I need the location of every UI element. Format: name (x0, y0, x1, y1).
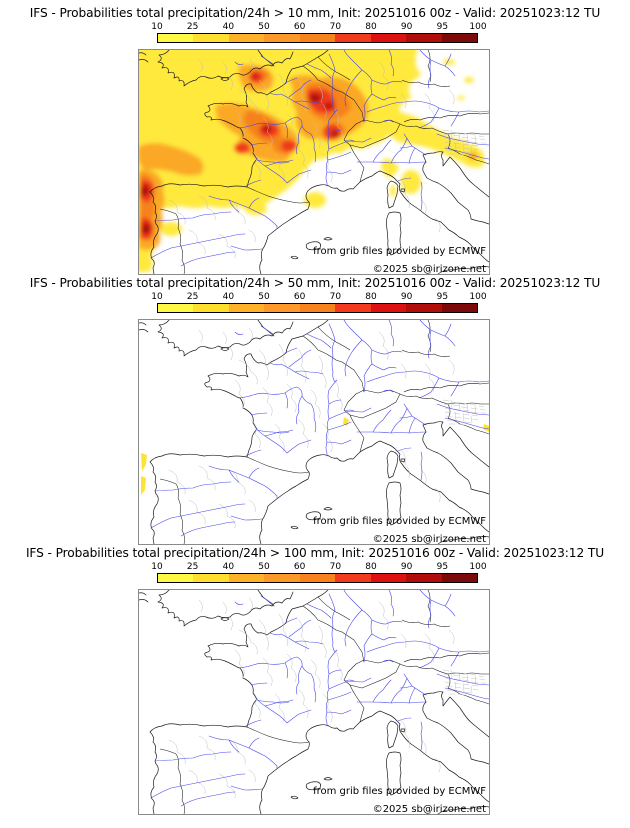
attribution-copyright: ©2025 sb@irizone.net (373, 264, 486, 274)
colorbar-segment (406, 304, 442, 312)
colorbar-ticks: 10 25 40 50 60 70 80 90 95 100 (151, 21, 486, 32)
colorbar-tick-label: 40 (222, 292, 235, 302)
colorbar-ticks: 10 25 40 50 60 70 80 90 95 100 (151, 291, 486, 302)
colorbar-tick-label: 10 (151, 292, 163, 302)
colorbar-segment (370, 304, 407, 312)
colorbar: 10 25 40 50 60 70 80 90 95 100 (151, 292, 487, 313)
map-canvas: from grib files provided by ECMWF ©2025 … (139, 320, 489, 544)
colorbar-tick-label: 100 (469, 292, 487, 302)
colorbar-bar (157, 33, 478, 43)
colorbar-segment (264, 304, 300, 312)
panel-precip-50mm: IFS - Probabilities total precipitation/… (0, 270, 630, 545)
panel-precip-10mm: IFS - Probabilities total precipitation/… (0, 0, 630, 275)
colorbar-tick-label: 70 (329, 562, 342, 572)
colorbar-tick-label: 60 (293, 292, 306, 302)
colorbar-segment (441, 304, 477, 312)
colorbar-tick-label: 70 (329, 292, 342, 302)
colorbar-tick-label: 50 (258, 562, 270, 572)
attribution-ecmwf: from grib files provided by ECMWF (313, 786, 486, 797)
attribution-ecmwf: from grib files provided by ECMWF (313, 246, 486, 257)
colorbar: 10 25 40 50 60 70 80 90 95 100 (151, 562, 487, 583)
basemap (139, 320, 489, 544)
colorbar: 10 25 40 50 60 70 80 90 95 100 (151, 22, 487, 43)
colorbar-segment (335, 34, 371, 42)
colorbar-tick-label: 90 (400, 22, 413, 32)
colorbar-segment (370, 574, 407, 582)
colorbar-tick-label: 25 (186, 562, 199, 572)
colorbar-tick-label: 100 (469, 22, 487, 32)
colorbar-segment (193, 304, 229, 312)
attribution-copyright: ©2025 sb@irizone.net (373, 804, 486, 814)
colorbar-segment (370, 34, 407, 42)
colorbar-segment (264, 574, 300, 582)
colorbar-ticks: 10 25 40 50 60 70 80 90 95 100 (151, 561, 486, 572)
colorbar-tick-label: 70 (329, 22, 342, 32)
map-canvas: from grib files provided by ECMWF ©2025 … (139, 590, 489, 814)
map-canvas: from grib files provided by ECMWF ©2025 … (139, 50, 489, 274)
attribution-ecmwf: from grib files provided by ECMWF (313, 516, 486, 527)
colorbar-tick-label: 10 (151, 22, 163, 32)
colorbar-segment (158, 574, 194, 582)
attribution-copyright: ©2025 sb@irizone.net (373, 534, 486, 544)
panel-title: IFS - Probabilities total precipitation/… (25, 546, 605, 560)
colorbar-tick-label: 95 (436, 292, 449, 302)
map-frame: from grib files provided by ECMWF ©2025 … (138, 49, 490, 275)
colorbar-tick-label: 25 (186, 292, 199, 302)
colorbar-segment (299, 574, 336, 582)
basemap (139, 590, 489, 814)
colorbar-segment (441, 34, 477, 42)
panel-precip-100mm: IFS - Probabilities total precipitation/… (0, 540, 630, 815)
colorbar-segment (228, 304, 265, 312)
colorbar-tick-label: 40 (222, 562, 235, 572)
colorbar-tick-label: 90 (400, 292, 413, 302)
colorbar-tick-label: 25 (186, 22, 199, 32)
colorbar-segment (406, 574, 442, 582)
colorbar-tick-label: 95 (436, 22, 449, 32)
map-frame: from grib files provided by ECMWF ©2025 … (138, 589, 490, 815)
map-frame: from grib files provided by ECMWF ©2025 … (138, 319, 490, 545)
colorbar-tick-label: 80 (365, 292, 377, 302)
colorbar-bar (157, 303, 478, 313)
colorbar-segment (441, 574, 477, 582)
colorbar-tick-label: 100 (469, 562, 487, 572)
colorbar-tick-label: 60 (293, 562, 306, 572)
colorbar-segment (299, 304, 336, 312)
colorbar-segment (158, 34, 194, 42)
colorbar-segment (335, 304, 371, 312)
colorbar-segment (158, 304, 194, 312)
colorbar-tick-label: 50 (258, 22, 270, 32)
colorbar-segment (193, 34, 229, 42)
colorbar-tick-label: 95 (436, 562, 449, 572)
colorbar-tick-label: 40 (222, 22, 235, 32)
colorbar-tick-label: 60 (293, 22, 306, 32)
colorbar-tick-label: 90 (400, 562, 413, 572)
colorbar-tick-label: 80 (365, 562, 377, 572)
colorbar-segment (193, 574, 229, 582)
panel-title: IFS - Probabilities total precipitation/… (29, 276, 601, 290)
colorbar-segment (299, 34, 336, 42)
colorbar-segment (406, 34, 442, 42)
colorbar-segment (335, 574, 371, 582)
panel-title: IFS - Probabilities total precipitation/… (29, 6, 601, 20)
colorbar-segment (228, 34, 265, 42)
colorbar-tick-label: 50 (258, 292, 270, 302)
colorbar-tick-label: 80 (365, 22, 377, 32)
precipitation-overlay (139, 50, 485, 272)
colorbar-segment (264, 34, 300, 42)
colorbar-segment (228, 574, 265, 582)
colorbar-tick-label: 10 (151, 562, 163, 572)
colorbar-bar (157, 573, 478, 583)
